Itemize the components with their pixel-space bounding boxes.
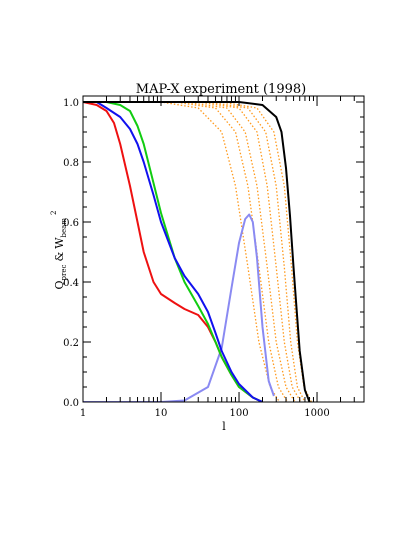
plot-clip-area — [83, 101, 313, 402]
x-tick-label-2: 100 — [229, 408, 248, 419]
y-tick-label-4: 0.8 — [63, 158, 79, 169]
y-label-q-sub: prec — [60, 264, 68, 280]
x-axis-label: l — [222, 420, 226, 433]
y-label-w-sup: 2 — [50, 211, 58, 215]
y-label-q: Q — [53, 280, 66, 289]
x-tick-label-1: 10 — [155, 408, 168, 419]
y-label-w: W — [53, 237, 66, 249]
y-label-w-sub: beam — [60, 218, 68, 238]
x-tick-label-0: 1 — [80, 408, 86, 419]
series-layer — [83, 101, 313, 402]
series-line-5 — [83, 101, 313, 402]
y-tick-label-3: 0.6 — [63, 218, 79, 229]
series-line-9 — [83, 101, 263, 402]
tick-layer: 1 10 100 1000 0.0 0.2 0.4 0.6 0.8 1.0 — [63, 96, 364, 419]
series-line-8 — [83, 101, 263, 402]
y-tick-label-0: 0.0 — [63, 398, 79, 409]
series-line-6 — [83, 213, 275, 402]
series-line-1 — [83, 101, 289, 402]
series-line-0 — [83, 101, 281, 402]
y-label-amp: & — [53, 252, 66, 262]
y-tick-label-2: 0.4 — [63, 278, 79, 289]
chart-title: MAP-X experiment (1998) — [136, 82, 306, 97]
plot-frame — [82, 95, 365, 403]
y-tick-label-1: 0.2 — [63, 338, 79, 349]
series-line-10 — [83, 101, 311, 402]
x-tick-label-3: 1000 — [304, 408, 329, 419]
series-line-2 — [83, 101, 296, 402]
y-axis-label: Qprec & Wbeam2 — [50, 211, 68, 290]
y-tick-label-5: 1.0 — [63, 98, 79, 109]
